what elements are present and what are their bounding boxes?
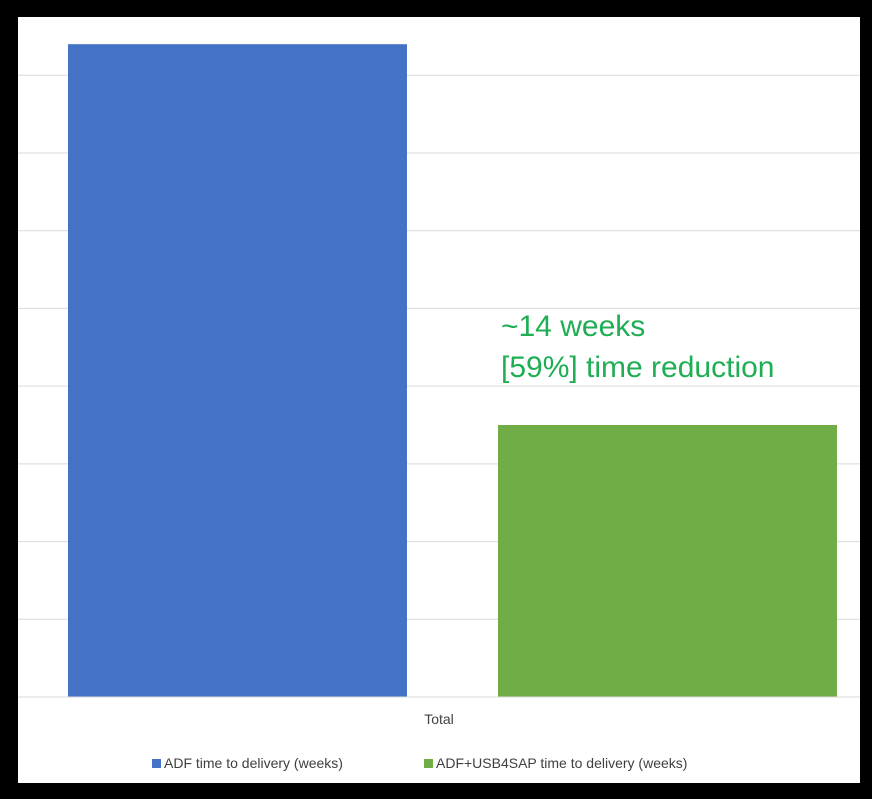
category-label: Total bbox=[424, 711, 454, 727]
legend: ADF time to delivery (weeks) ADF+USB4SAP… bbox=[152, 755, 687, 771]
annotation-line-2: [59%] time reduction bbox=[501, 351, 774, 384]
annotation-line-1: ~14 weeks bbox=[501, 310, 645, 343]
bars bbox=[68, 44, 837, 697]
legend-swatch-adf-usb4sap bbox=[424, 759, 433, 768]
bar-adf bbox=[68, 44, 407, 697]
chart-panel: Total ~14 weeks [59%] time reduction ADF… bbox=[18, 17, 860, 783]
legend-label-adf: ADF time to delivery (weeks) bbox=[164, 755, 343, 771]
bar-chart: Total ~14 weeks [59%] time reduction ADF… bbox=[18, 44, 860, 771]
legend-swatch-adf bbox=[152, 759, 161, 768]
bar-adf-usb4sap bbox=[498, 425, 837, 697]
legend-label-adf-usb4sap: ADF+USB4SAP time to delivery (weeks) bbox=[436, 755, 687, 771]
